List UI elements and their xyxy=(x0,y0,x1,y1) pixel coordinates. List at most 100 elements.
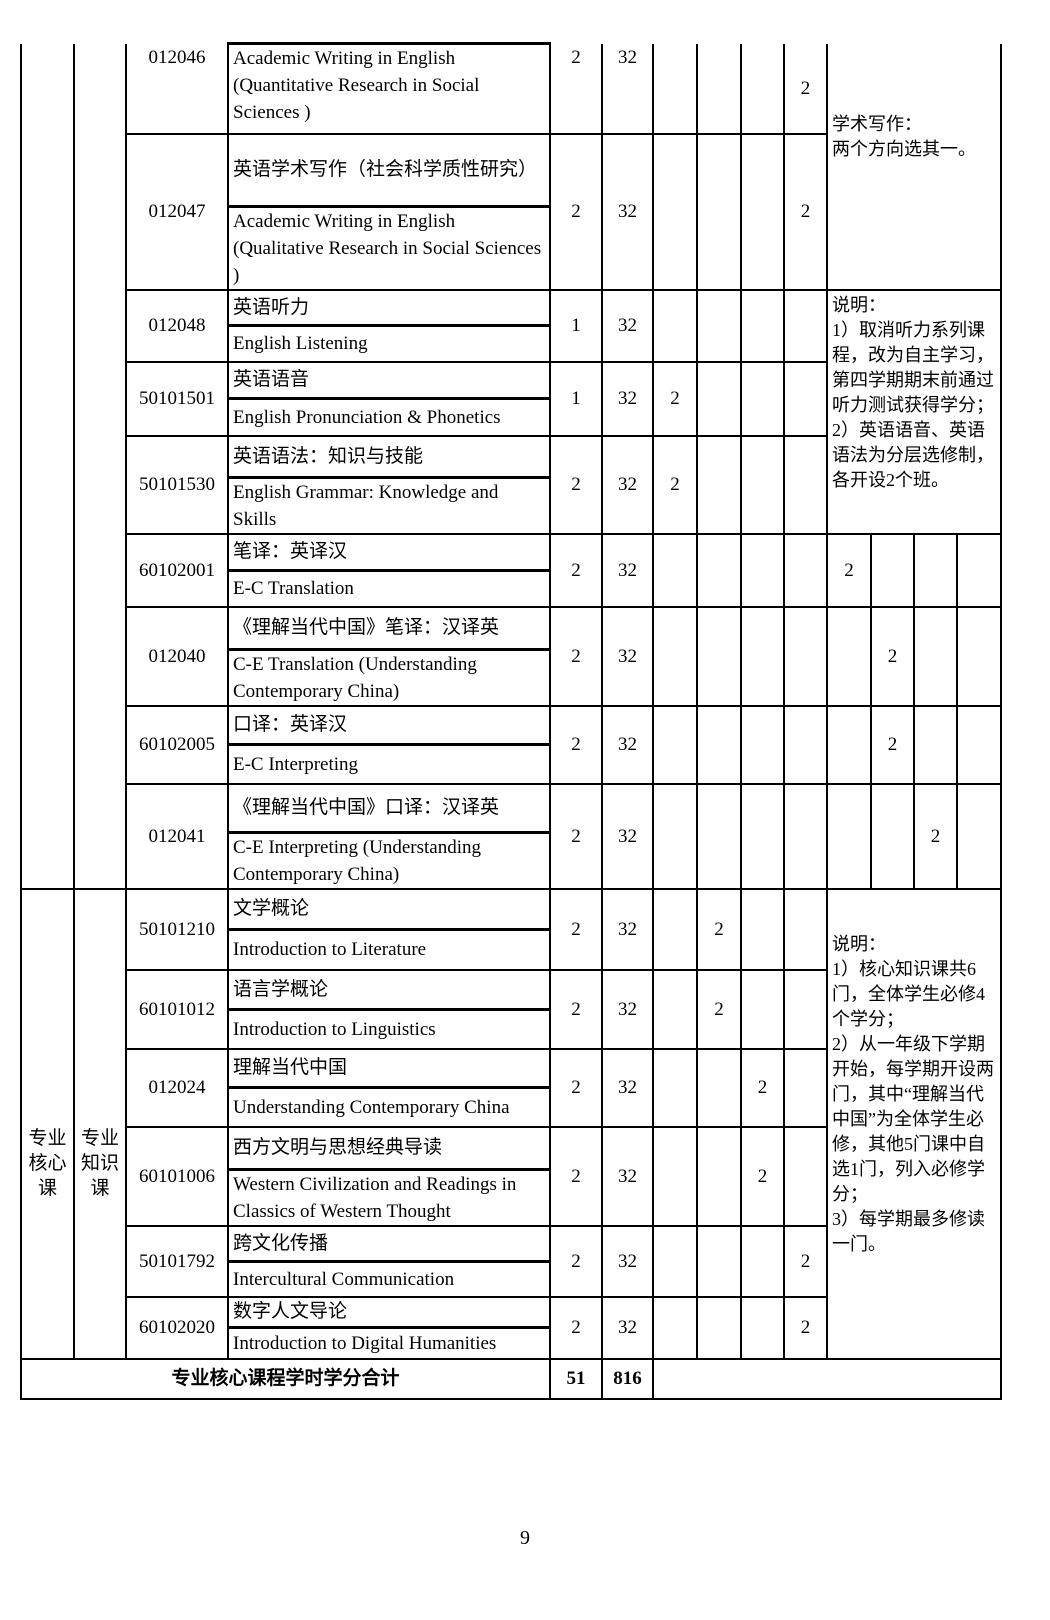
table-row: 012047 英语学术写作（社会科学质性研究） Academic Writing i… xyxy=(21,132,1001,291)
course-name-en: English Grammar: Knowledge and Skills xyxy=(229,475,549,533)
semester-8 xyxy=(956,605,1002,707)
course-name: 文学概论 Introduction to Literature xyxy=(227,887,551,971)
course-name-zh: 笔译：英译汉 xyxy=(233,541,348,562)
semester-3 xyxy=(740,704,785,785)
credits: 2 xyxy=(549,434,603,535)
credits: 2 xyxy=(549,1224,603,1298)
semester-2 xyxy=(696,288,742,363)
course-name: 笔译：英译汉 E-C Translation xyxy=(227,532,551,608)
course-name-en: Understanding Contemporary China xyxy=(229,1086,549,1126)
category-sub: 专业 知识 课 xyxy=(73,887,127,1360)
table-row: 60101006 西方文明与思想经典导读 Western Civilization … xyxy=(21,1125,1001,1227)
course-name-en: E-C Interpreting xyxy=(229,743,549,783)
hours: 32 xyxy=(601,1295,654,1360)
semester-4: 2 xyxy=(783,1295,828,1360)
semester-2 xyxy=(696,605,742,707)
course-code: 60102005 xyxy=(125,704,229,785)
course-name-en: Academic Writing in English (Quantitativ… xyxy=(233,48,480,123)
total-credits: 51 xyxy=(549,1357,603,1400)
semester-8 xyxy=(956,704,1002,785)
semester-4 xyxy=(783,782,828,890)
semester-3 xyxy=(740,605,785,707)
hours: 32 xyxy=(601,43,654,135)
course-name: 英语听力 English Listening xyxy=(227,288,551,363)
semester-3 xyxy=(740,1295,785,1360)
semester-6 xyxy=(870,532,915,608)
course-name: 跨文化传播 Intercultural Communication xyxy=(227,1224,551,1298)
semester-1 xyxy=(652,1224,698,1298)
hours: 32 xyxy=(601,132,654,291)
semester-2: 2 xyxy=(696,968,742,1050)
semester-2 xyxy=(696,532,742,608)
course-name-en: Introduction to Digital Humanities xyxy=(229,1326,549,1358)
total-row: 专业核心课程学时学分合计 51 816 xyxy=(20,1357,1002,1400)
semester-1 xyxy=(652,1047,698,1128)
table-row: 60102001 笔译：英译汉 E-C Translation 2 32 2 xyxy=(21,532,1002,608)
course-code: 60102020 xyxy=(125,1295,229,1360)
semester-5: 2 xyxy=(826,532,872,608)
table-row: 60101012 语言学概论 Introduction to Linguistics… xyxy=(21,968,1001,1050)
table-row: 专业 核心 课专业 知识 课 50101210 文学概论 Introduction t… xyxy=(20,887,1002,1360)
semester-7: 2 xyxy=(913,782,958,890)
course-code: 60102001 xyxy=(125,532,229,608)
credits: 2 xyxy=(549,1295,603,1360)
page-number: 9 xyxy=(520,1527,530,1549)
semester-2 xyxy=(696,704,742,785)
semester-3: 2 xyxy=(740,1047,785,1128)
semester-2 xyxy=(696,43,742,135)
category-cell-empty xyxy=(20,43,75,890)
semester-2 xyxy=(696,360,742,437)
course-name-zh: 数字人文导论 xyxy=(233,1301,348,1323)
course-name-zh: 理解当代中国 xyxy=(233,1057,348,1079)
semester-7 xyxy=(913,532,958,608)
semester-2 xyxy=(696,132,742,291)
course-code: 012047 xyxy=(125,132,229,291)
semester-4: 2 xyxy=(783,1224,828,1298)
hours: 32 xyxy=(601,968,654,1050)
table-row: 012024 理解当代中国 Understanding Contemporary C… xyxy=(21,1047,1001,1128)
note-writing: 学术写作： 两个方向选其一。 xyxy=(826,43,1002,291)
course-name-zh: 语言学概论 xyxy=(233,978,329,1000)
semester-4 xyxy=(783,1125,828,1227)
semester-3 xyxy=(740,132,785,291)
table-row: 012046 Academic Writing in English (Quant… xyxy=(20,42,1002,890)
table-row: 50101792 跨文化传播 Intercultural Communication… xyxy=(21,1224,1001,1298)
semester-2 xyxy=(696,1125,742,1227)
course-name-zh: 英语语法：知识与技能 xyxy=(233,445,424,467)
credits: 1 xyxy=(549,360,603,437)
semester-4 xyxy=(783,434,828,535)
semester-3 xyxy=(740,43,785,135)
semester-4 xyxy=(783,968,828,1050)
credits: 2 xyxy=(549,1125,603,1227)
semester-1 xyxy=(652,1125,698,1227)
course-name: 《理解当代中国》笔译：汉译英 C-E Translation (Understan… xyxy=(227,605,551,707)
credits: 2 xyxy=(549,132,603,291)
semester-3 xyxy=(740,782,785,890)
course-name-en: Intercultural Communication xyxy=(229,1259,549,1296)
hours: 32 xyxy=(601,288,654,363)
semester-1 xyxy=(652,132,698,291)
semester-3 xyxy=(740,532,785,608)
course-name-en: English Listening xyxy=(229,324,549,361)
semester-4: 2 xyxy=(783,132,828,291)
course-name-zh: 《理解当代中国》笔译：汉译英 xyxy=(233,617,500,638)
table-row: 50101530 英语语法：知识与技能 English Grammar: Knowl… xyxy=(21,434,1001,535)
course-name-en: Introduction to Literature xyxy=(229,927,549,969)
semester-1 xyxy=(652,43,698,135)
semester-1 xyxy=(652,782,698,890)
course-name-zh: 口译：英译汉 xyxy=(233,714,348,736)
course-name-zh: 文学概论 xyxy=(233,898,310,919)
semester-3 xyxy=(740,968,785,1050)
course-code: 50101501 xyxy=(125,360,229,437)
course-code: 012041 xyxy=(125,782,229,890)
semester-2 xyxy=(696,1047,742,1128)
credits: 2 xyxy=(549,605,603,707)
semester-3 xyxy=(740,360,785,437)
course-code: 60101006 xyxy=(125,1125,229,1227)
hours: 32 xyxy=(601,704,654,785)
course-name: 《理解当代中国》口译：汉译英 C-E Interpreting (Understa… xyxy=(227,782,551,890)
semester-4 xyxy=(783,288,828,363)
hours: 32 xyxy=(601,1047,654,1128)
semester-1 xyxy=(652,968,698,1050)
